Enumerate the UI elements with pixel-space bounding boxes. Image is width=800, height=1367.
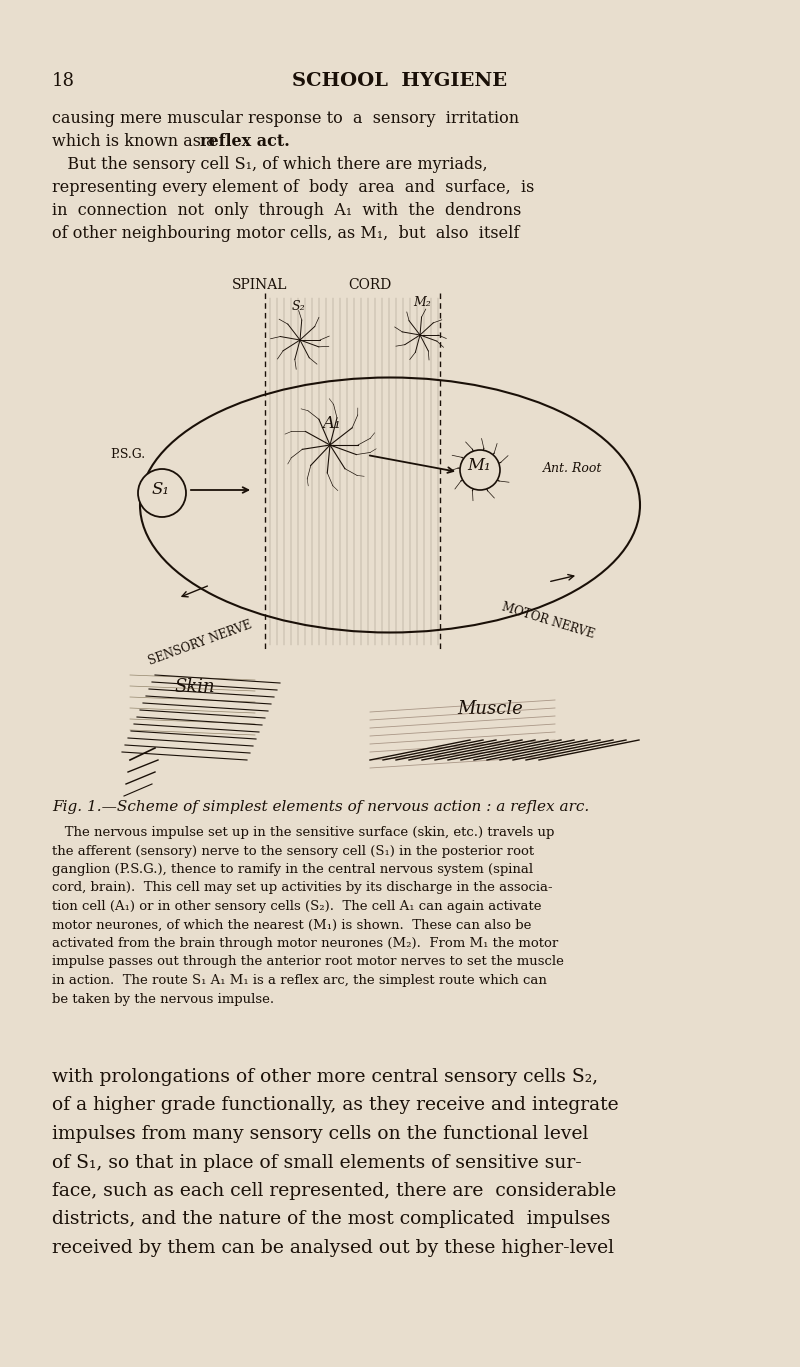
Text: the afferent (sensory) nerve to the sensory cell (S₁) in the posterior root: the afferent (sensory) nerve to the sens… <box>52 845 534 857</box>
Text: 18: 18 <box>52 72 75 90</box>
Text: of S₁, so that in place of small elements of sensitive sur-: of S₁, so that in place of small element… <box>52 1154 582 1172</box>
Text: Skin: Skin <box>174 678 215 696</box>
Circle shape <box>460 450 500 489</box>
Text: motor neurones, of which the nearest (M₁) is shown.  These can also be: motor neurones, of which the nearest (M₁… <box>52 919 531 931</box>
Text: impulses from many sensory cells on the functional level: impulses from many sensory cells on the … <box>52 1125 588 1143</box>
Text: ganglion (P.S.G.), thence to ramify in the central nervous system (spinal: ganglion (P.S.G.), thence to ramify in t… <box>52 863 533 876</box>
Text: tion cell (A₁) or in other sensory cells (S₂).  The cell A₁ can again activate: tion cell (A₁) or in other sensory cells… <box>52 899 542 913</box>
Text: CORD: CORD <box>348 278 392 293</box>
Text: SENSORY NERVE: SENSORY NERVE <box>146 618 254 667</box>
Text: M₁: M₁ <box>467 458 491 474</box>
Text: activated from the brain through motor neurones (M₂).  From M₁ the motor: activated from the brain through motor n… <box>52 936 558 950</box>
Text: causing mere muscular response to  a  sensory  irritation: causing mere muscular response to a sens… <box>52 109 519 127</box>
Text: MOTOR NERVE: MOTOR NERVE <box>500 600 596 641</box>
Text: cord, brain).  This cell may set up activities by its discharge in the associa-: cord, brain). This cell may set up activ… <box>52 882 553 894</box>
Text: Ant. Root: Ant. Root <box>543 462 602 474</box>
Text: received by them can be analysed out by these higher-level: received by them can be analysed out by … <box>52 1239 614 1258</box>
Text: reflex act.: reflex act. <box>200 133 290 150</box>
Text: SCHOOL  HYGIENE: SCHOOL HYGIENE <box>293 72 507 90</box>
Text: S₂: S₂ <box>291 299 305 313</box>
Text: in action.  The route S₁ A₁ M₁ is a reflex arc, the simplest route which can: in action. The route S₁ A₁ M₁ is a refle… <box>52 975 547 987</box>
Text: P.S.G.: P.S.G. <box>110 448 146 461</box>
Text: with prolongations of other more central sensory cells S₂,: with prolongations of other more central… <box>52 1068 598 1085</box>
Text: SPINAL: SPINAL <box>232 278 288 293</box>
Text: impulse passes out through the anterior root motor nerves to set the muscle: impulse passes out through the anterior … <box>52 956 564 968</box>
Text: Muscle: Muscle <box>457 700 523 718</box>
Text: M₂: M₂ <box>413 297 431 309</box>
Text: be taken by the nervous impulse.: be taken by the nervous impulse. <box>52 992 274 1006</box>
Text: districts, and the nature of the most complicated  impulses: districts, and the nature of the most co… <box>52 1211 610 1229</box>
Circle shape <box>138 469 186 517</box>
Text: face, such as each cell represented, there are  considerable: face, such as each cell represented, the… <box>52 1182 616 1200</box>
Text: in  connection  not  only  through  A₁  with  the  dendrons: in connection not only through A₁ with t… <box>52 202 522 219</box>
Text: which is known as a: which is known as a <box>52 133 221 150</box>
Text: of other neighbouring motor cells, as M₁,  but  also  itself: of other neighbouring motor cells, as M₁… <box>52 226 519 242</box>
Text: representing every element of  body  area  and  surface,  is: representing every element of body area … <box>52 179 534 195</box>
Text: But the sensory cell S₁, of which there are myriads,: But the sensory cell S₁, of which there … <box>52 156 488 174</box>
Text: Fig. 1.—Scheme of simplest elements of nervous action : a reflex arc.: Fig. 1.—Scheme of simplest elements of n… <box>52 800 590 813</box>
Text: A₁: A₁ <box>322 416 342 432</box>
Text: S₁: S₁ <box>152 480 170 498</box>
Text: The nervous impulse set up in the sensitive surface (skin, etc.) travels up: The nervous impulse set up in the sensit… <box>52 826 554 839</box>
Text: of a higher grade functionally, as they receive and integrate: of a higher grade functionally, as they … <box>52 1096 618 1114</box>
